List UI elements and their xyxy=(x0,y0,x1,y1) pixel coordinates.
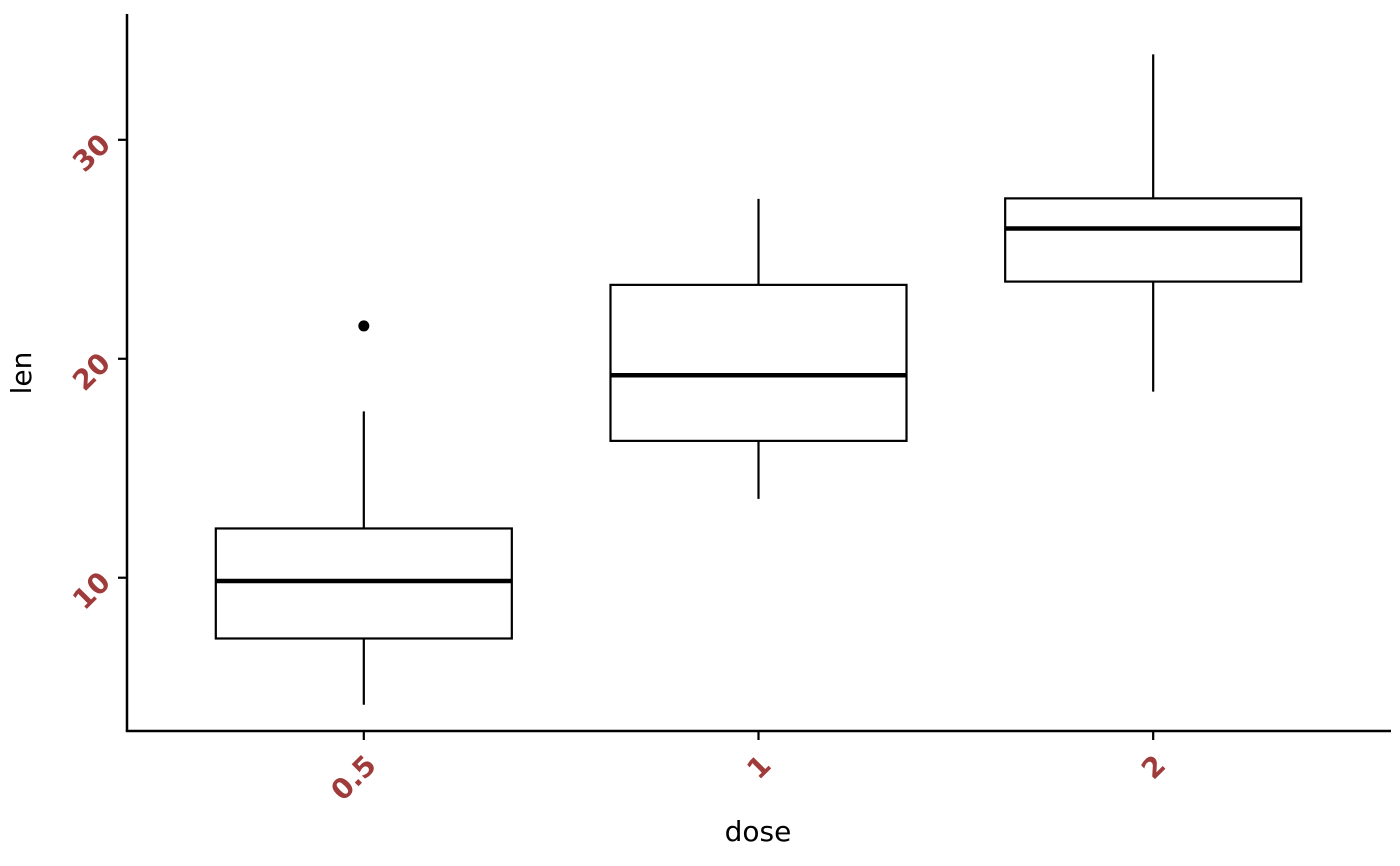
box-dose-1 xyxy=(609,283,908,442)
y-tick-label: 10 xyxy=(66,565,117,616)
box-dose-0.5 xyxy=(214,527,513,640)
x-tick-label: 0.5 xyxy=(324,749,382,807)
x-tick-label: 2 xyxy=(1135,749,1172,786)
x-tick-label: 1 xyxy=(740,749,777,786)
boxplot-series xyxy=(214,54,1303,705)
y-tick-label: 30 xyxy=(66,127,117,178)
x-axis-title: dose xyxy=(725,815,792,848)
y-tick-label: 20 xyxy=(66,346,117,397)
box-dose-2 xyxy=(1004,197,1303,283)
y-axis-title: len xyxy=(5,352,38,395)
outlier-point xyxy=(358,320,370,332)
